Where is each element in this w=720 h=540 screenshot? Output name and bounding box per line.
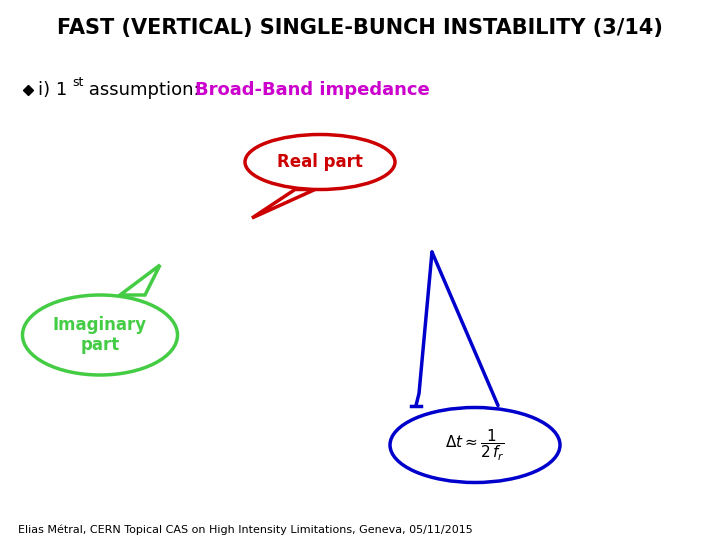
Text: i) 1: i) 1	[38, 81, 67, 99]
Text: Imaginary
part: Imaginary part	[53, 315, 147, 354]
Text: st: st	[72, 76, 84, 89]
Text: Elias Métral, CERN Topical CAS on High Intensity Limitations, Geneva, 05/11/2015: Elias Métral, CERN Topical CAS on High I…	[18, 525, 473, 535]
Text: assumption:: assumption:	[83, 81, 205, 99]
Ellipse shape	[390, 408, 560, 483]
Polygon shape	[120, 265, 160, 295]
Ellipse shape	[22, 295, 178, 375]
Text: $\Delta t \approx \dfrac{1}{2\,f_r}$: $\Delta t \approx \dfrac{1}{2\,f_r}$	[445, 427, 505, 463]
Text: Real part: Real part	[277, 153, 363, 171]
Text: FAST (VERTICAL) SINGLE-BUNCH INSTABILITY (3/14): FAST (VERTICAL) SINGLE-BUNCH INSTABILITY…	[57, 18, 663, 38]
Text: Broad-Band impedance: Broad-Band impedance	[195, 81, 430, 99]
Ellipse shape	[245, 134, 395, 190]
Polygon shape	[252, 190, 315, 218]
